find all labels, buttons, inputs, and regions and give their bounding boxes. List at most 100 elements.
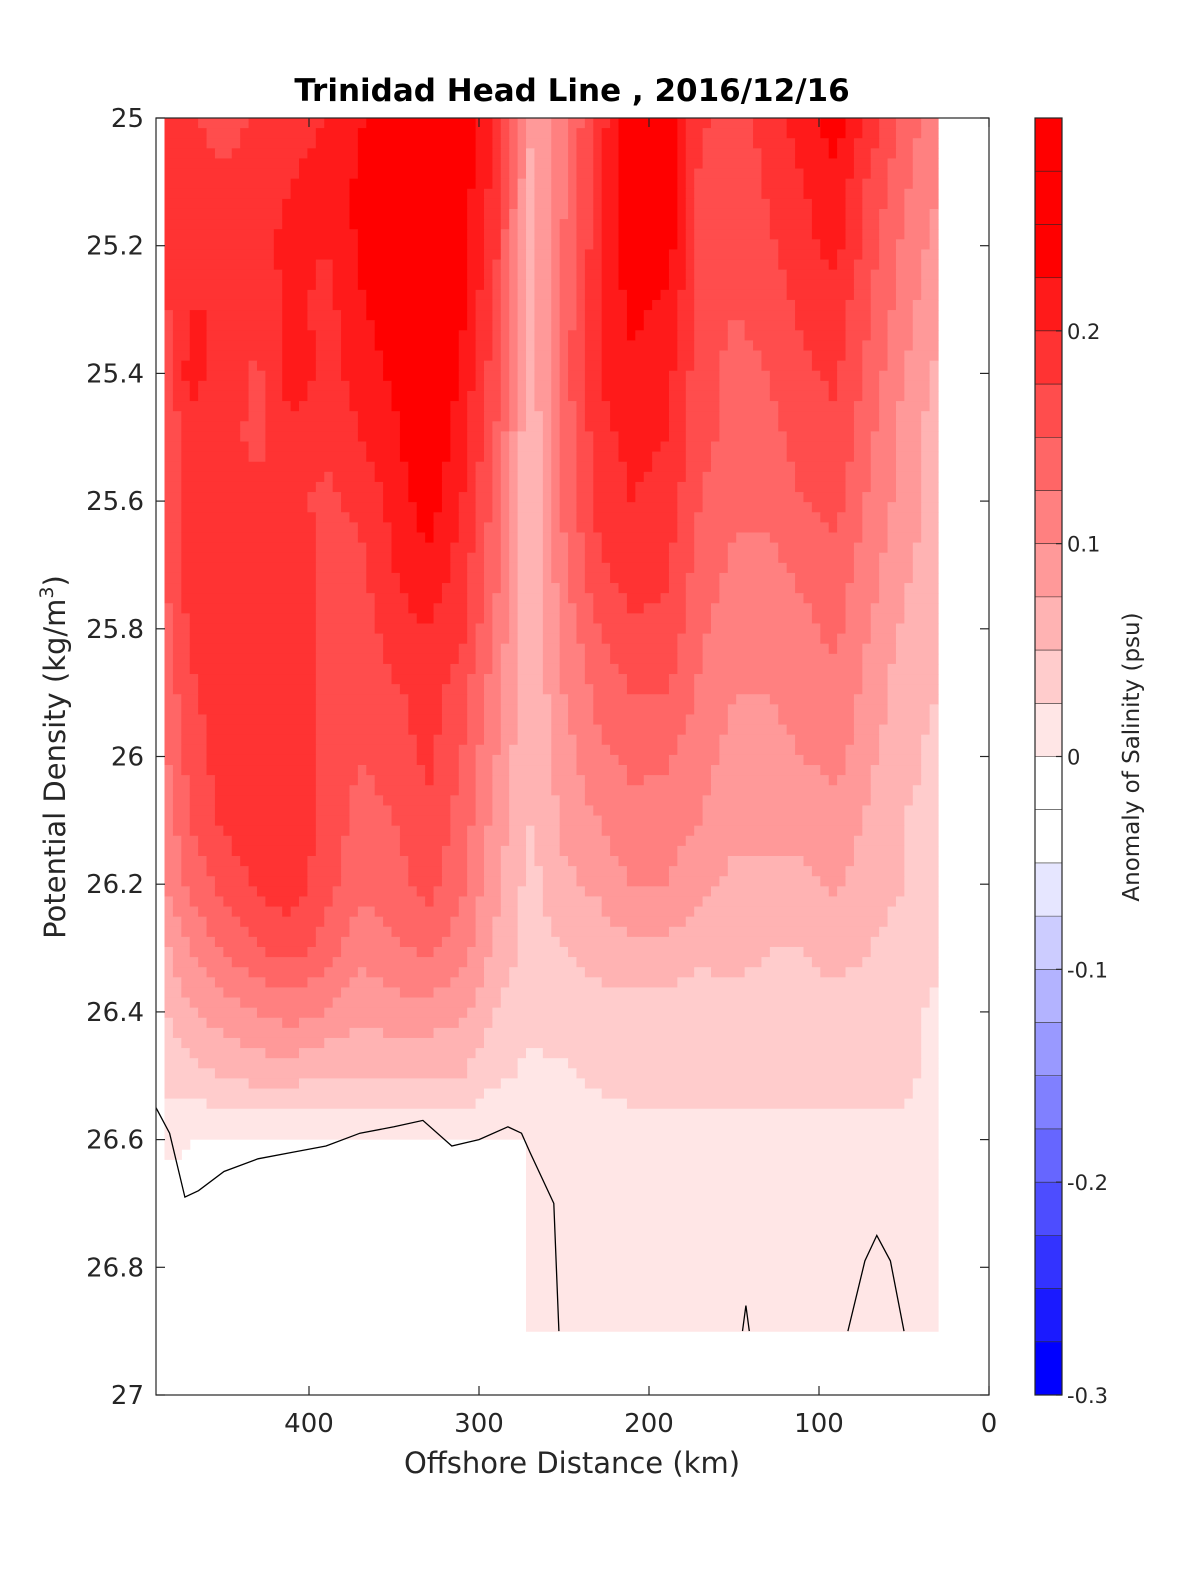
contour-cell (551, 492, 561, 503)
contour-cell (517, 1068, 578, 1080)
contour-cell (526, 1048, 544, 1059)
contour-cell (685, 431, 721, 443)
contour-cell (500, 350, 510, 362)
contour-cell (500, 886, 519, 898)
contour-cell (383, 492, 409, 503)
contour-cell (483, 401, 502, 412)
contour-cell (509, 583, 519, 594)
contour-cell (526, 310, 536, 321)
contour-cell (172, 320, 191, 331)
contour-cell (685, 441, 712, 453)
contour-cell (593, 441, 620, 453)
contour-cell (929, 704, 939, 716)
contour-cell (845, 178, 863, 190)
contour-cell (483, 967, 510, 978)
contour-cell (450, 825, 468, 837)
contour-cell (551, 421, 561, 432)
contour-cell (458, 370, 477, 382)
contour-cell (568, 340, 586, 352)
contour-cell (458, 765, 477, 776)
contour-cell (761, 168, 805, 180)
contour-cell (315, 643, 384, 655)
contour-cell (164, 219, 283, 230)
contour-cell (164, 269, 283, 281)
contour-cell (677, 643, 704, 655)
contour-cell (710, 451, 788, 463)
contour-cell (568, 188, 578, 200)
contour-cell (526, 1199, 939, 1211)
contour-cell (887, 158, 914, 170)
contour-cell (870, 289, 897, 301)
contour-cell (576, 269, 586, 281)
contour-cell (853, 168, 872, 180)
contour-cell (811, 502, 847, 513)
contour-cell (921, 532, 939, 544)
contour-cell (559, 936, 872, 948)
contour-cell (517, 926, 552, 938)
contour-cell (870, 158, 889, 170)
contour-cell (189, 785, 216, 796)
contour-cell (576, 219, 594, 230)
contour-cell (677, 330, 695, 342)
contour-cell (332, 279, 359, 291)
contour-cell (172, 785, 191, 796)
contour-cell (576, 866, 628, 877)
contour-cell (458, 492, 477, 503)
contour-cell (778, 704, 855, 716)
contour-cell (517, 896, 544, 908)
contour-cell (483, 694, 502, 705)
contour-cell (904, 855, 939, 867)
contour-cell (811, 198, 847, 210)
contour-cell (332, 886, 418, 898)
contour-cell (349, 198, 468, 210)
contour-cell (727, 704, 779, 716)
contour-cell (181, 421, 241, 432)
contour-cell (601, 188, 620, 200)
contour-cell (483, 583, 502, 594)
contour-cell (887, 663, 939, 675)
contour-cell (601, 360, 678, 372)
contour-cell (307, 492, 342, 503)
contour-cell (904, 825, 939, 837)
contour-cell (559, 593, 569, 604)
contour-cell (164, 512, 182, 523)
contour-cell (526, 168, 536, 180)
contour-cell (601, 249, 620, 261)
contour-cell (862, 360, 889, 372)
contour-cell (164, 785, 174, 796)
contour-cell (517, 572, 544, 584)
contour-cell (551, 552, 569, 564)
contour-cell (677, 128, 687, 139)
contour-cell (542, 886, 586, 898)
contour-cell (467, 259, 485, 271)
contour-cell (761, 957, 813, 968)
contour-cell (820, 876, 847, 887)
contour-cell (248, 876, 309, 887)
contour-cell (635, 492, 678, 503)
contour-cell (551, 269, 561, 281)
contour-cell (433, 613, 468, 625)
contour-cell (206, 320, 283, 331)
contour-cell (206, 916, 241, 928)
contour-cell (164, 724, 182, 736)
contour-cell (214, 795, 317, 807)
contour-cell (526, 259, 536, 271)
contour-cell (315, 572, 367, 584)
contour-cell (315, 744, 418, 756)
contour-cell (164, 229, 275, 240)
contour-cell (694, 259, 779, 271)
contour-cell (904, 886, 939, 898)
contour-cell (341, 330, 376, 342)
contour-cell (483, 866, 502, 877)
contour-cell (694, 168, 763, 180)
colorbar-tick-label: 0 (1067, 746, 1080, 770)
contour-cell (492, 168, 502, 180)
contour-cell (610, 835, 687, 847)
contour-cell (576, 299, 586, 311)
contour-cell (551, 704, 569, 716)
contour-cell (315, 694, 409, 705)
contour-cell (517, 289, 527, 301)
contour-cell (181, 724, 208, 736)
contour-cell (677, 289, 695, 301)
contour-cell (256, 936, 317, 948)
